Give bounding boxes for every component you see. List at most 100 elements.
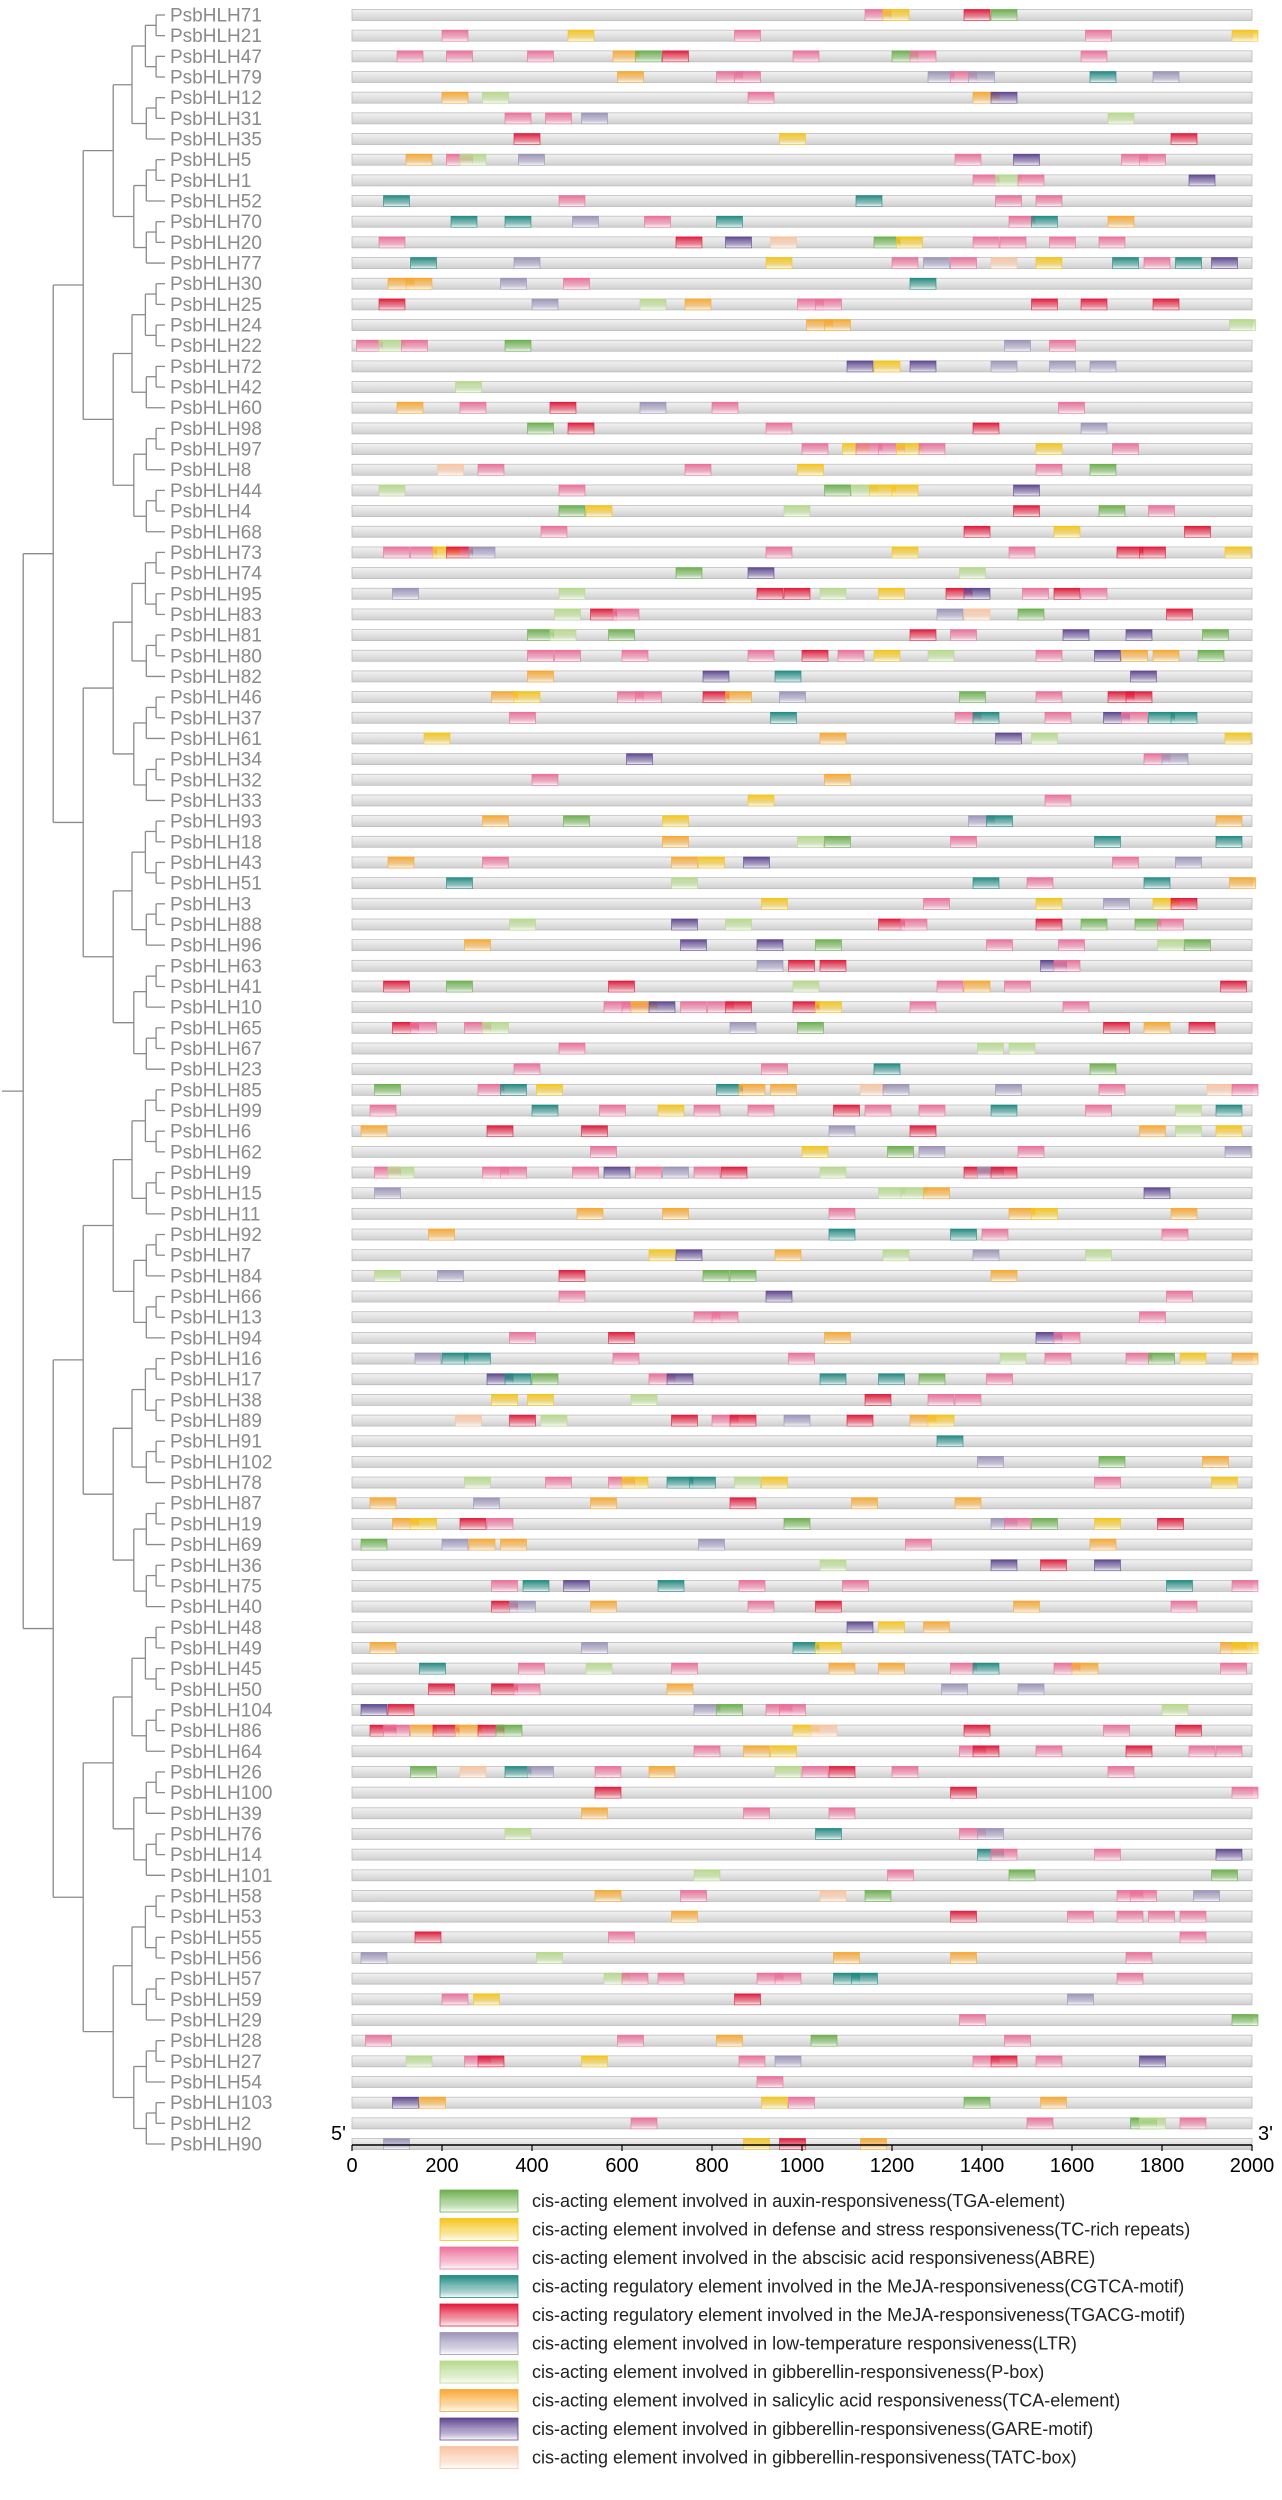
cis-element-box	[1089, 463, 1117, 476]
cis-element-box	[1008, 1042, 1036, 1055]
cis-element-box	[842, 1580, 869, 1592]
cis-element-box	[464, 1476, 491, 1489]
cis-element-box	[662, 815, 689, 827]
cis-element-box	[387, 1166, 415, 1179]
cis-element-box	[792, 50, 820, 63]
gene-label: PsbHLH75	[170, 1576, 262, 1597]
cis-element-box	[851, 1972, 878, 1985]
promoter-bar	[351, 319, 1253, 331]
cis-element-box	[491, 1580, 518, 1592]
cis-element-box	[1004, 1518, 1031, 1530]
cis-element-box	[558, 505, 586, 517]
cis-element-box	[662, 835, 689, 848]
cis-element-box	[527, 1394, 554, 1406]
cis-element-box	[792, 1001, 820, 1013]
cis-element-box	[1053, 1332, 1081, 1344]
cis-element-box	[1206, 1084, 1234, 1096]
promoter-bar	[351, 1435, 1253, 1448]
cis-element-box	[518, 153, 545, 166]
cis-element-box	[383, 2138, 410, 2150]
cis-element-box	[509, 1600, 536, 1613]
promoter-bar	[351, 1662, 1253, 1675]
cis-element-box	[950, 1786, 977, 1799]
gene-label: PsbHLH7	[170, 1246, 251, 1267]
promoter-bar	[351, 1249, 1253, 1262]
cis-element-box	[1089, 360, 1117, 373]
cis-element-box	[482, 1022, 509, 1034]
cis-element-box	[527, 50, 554, 63]
legend-label: cis-acting element involved in gibberell…	[532, 2448, 1077, 2468]
cis-element-box	[500, 1084, 527, 1096]
cis-element-box	[378, 236, 406, 249]
promoter-bar	[351, 711, 1253, 724]
cis-element-box	[923, 257, 950, 269]
cis-element-box	[891, 257, 919, 269]
promoter-bar	[351, 1869, 1253, 1882]
gene-label: PsbHLH23	[170, 1060, 262, 1081]
cis-element-box	[657, 1972, 685, 1985]
promoter-bar	[351, 1042, 1253, 1055]
cis-element-box	[585, 505, 613, 517]
cis-element-box	[743, 1807, 770, 1820]
cis-element-box	[761, 1063, 788, 1075]
cis-element-box	[428, 1228, 455, 1241]
gene-label: PsbHLH52	[170, 192, 262, 213]
cis-element-box	[671, 918, 698, 931]
cis-element-box	[441, 1352, 469, 1365]
gene-label: PsbHLH69	[170, 1535, 262, 1556]
cis-element-box	[837, 649, 865, 662]
cis-element-box	[383, 980, 410, 993]
cis-element-box	[374, 1187, 401, 1199]
cis-element-box	[923, 1621, 950, 1634]
cis-element-box	[977, 1042, 1004, 1055]
cis-element-box	[797, 1022, 824, 1034]
promoter-bar	[351, 1166, 1253, 1179]
cis-element-box	[680, 1890, 707, 1902]
cis-element-box	[1166, 1580, 1193, 1592]
gene-label: PsbHLH87	[170, 1494, 262, 1515]
cis-element-box	[432, 1724, 460, 1737]
cis-element-box	[1184, 939, 1211, 951]
cis-element-box	[828, 1766, 856, 1778]
cis-element-box	[1148, 1352, 1175, 1365]
cis-element-box	[725, 691, 752, 703]
cis-element-box	[1040, 1559, 1067, 1572]
promoter-bar	[351, 1207, 1253, 1220]
gene-label: PsbHLH28	[170, 2031, 262, 2052]
cis-element-box	[819, 1559, 847, 1572]
cis-element-box	[927, 649, 955, 662]
cis-element-box	[369, 1104, 397, 1117]
promoter-bar	[351, 1786, 1253, 1799]
cis-element-box	[1031, 1208, 1058, 1220]
cis-element-box	[905, 1538, 932, 1551]
gene-label: PsbHLH32	[170, 770, 262, 791]
cis-element-box	[513, 1063, 541, 1075]
cis-element-box	[1175, 856, 1202, 869]
cis-element-box	[986, 939, 1013, 951]
cis-element-box	[1231, 1084, 1259, 1096]
cis-element-box	[590, 1497, 617, 1510]
cis-element-box	[950, 1662, 977, 1675]
tick-label: 1200	[870, 2155, 915, 2177]
promoter-bar	[351, 1269, 1253, 1282]
cis-element-box	[1094, 1559, 1121, 1572]
gene-label: PsbHLH67	[170, 1039, 262, 1060]
cis-element-box	[1125, 1352, 1153, 1365]
cis-element-box	[504, 1766, 532, 1778]
cis-element-box	[459, 1766, 487, 1778]
cis-element-box	[527, 1766, 554, 1778]
cis-element-box	[1229, 877, 1256, 889]
promoter-bar	[351, 1890, 1253, 1902]
cis-element-box	[770, 711, 797, 724]
cis-element-box	[567, 29, 595, 42]
cis-element-box	[1188, 174, 1216, 187]
cis-element-box	[1112, 257, 1139, 269]
cis-element-box	[855, 195, 883, 207]
cis-element-box	[1125, 1745, 1153, 1758]
cis-element-box	[873, 236, 901, 249]
cis-element-box	[810, 2034, 838, 2047]
cis-element-box	[954, 1394, 982, 1406]
cis-element-box	[410, 546, 437, 559]
cis-element-box	[963, 2096, 991, 2109]
cis-element-box	[1215, 1745, 1243, 1758]
